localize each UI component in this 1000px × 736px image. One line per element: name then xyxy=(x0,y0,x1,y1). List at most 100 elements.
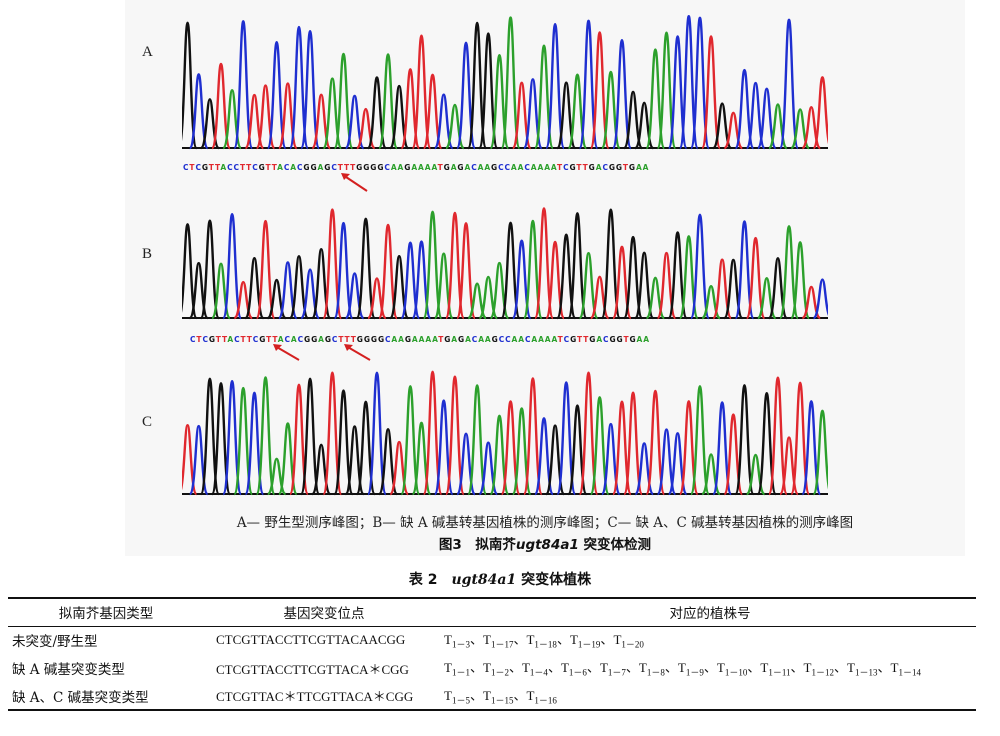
base-call: A xyxy=(424,163,432,172)
base-call: A xyxy=(550,163,558,172)
base-call: T xyxy=(239,163,247,172)
base-call: A xyxy=(517,163,525,172)
base-call: G xyxy=(404,335,412,344)
base-call: A xyxy=(290,335,298,344)
base-call: T xyxy=(577,335,584,344)
base-call: T xyxy=(622,163,629,172)
base-call: C xyxy=(331,335,339,344)
base-call: T xyxy=(437,163,444,172)
base-call: A xyxy=(518,335,525,344)
plant-ids-cell: T1－5、T1－15、T1－16 xyxy=(444,687,557,706)
base-call: G xyxy=(356,163,364,172)
base-call: C xyxy=(603,335,610,344)
base-call: C xyxy=(498,163,505,172)
base-call: G xyxy=(324,335,332,344)
base-call: A xyxy=(317,163,325,172)
base-call: C xyxy=(504,163,511,172)
base-call: G xyxy=(629,335,637,344)
base-call: A xyxy=(418,335,426,344)
base-call: A xyxy=(277,163,284,172)
base-call: A xyxy=(544,163,551,172)
base-call: C xyxy=(284,335,291,344)
base-call: A xyxy=(531,335,539,344)
plant-id: T1－11 xyxy=(760,660,791,678)
chromatogram-b xyxy=(182,207,828,320)
plant-id: T1－7 xyxy=(599,660,626,678)
base-call: T xyxy=(265,163,272,172)
base-call: T xyxy=(576,163,583,172)
base-call: G xyxy=(570,335,578,344)
base-call: G xyxy=(259,335,267,344)
base-call: A xyxy=(464,163,472,172)
base-call: G xyxy=(370,163,378,172)
base-call: T xyxy=(343,163,351,172)
base-call: T xyxy=(337,163,344,172)
base-call: T xyxy=(623,335,630,344)
mutation-site-cell: CTCGTTACCTTCGTTACAACGG xyxy=(216,632,406,648)
base-call: T xyxy=(189,163,196,172)
base-call: A xyxy=(510,163,518,172)
chromatogram-a xyxy=(182,15,828,150)
plant-id: T1－15 xyxy=(482,687,514,706)
panel-label-c: C xyxy=(142,414,153,430)
base-call: C xyxy=(297,335,305,344)
figure-legend: A— 野生型测序峰图；B— 缺 A 碱基转基因植株的测序峰图；C— 缺 A、C … xyxy=(236,515,854,531)
base-call-sequence-a: CTCGTTACCTTCGTTACACGGAGCTTTGGGGCAAGAAAAT… xyxy=(183,163,649,172)
plant-id: T1－10 xyxy=(716,660,748,678)
base-call: A xyxy=(538,335,545,344)
base-call: G xyxy=(303,163,311,172)
base-call: C xyxy=(190,335,197,344)
plant-id: T1－20 xyxy=(613,632,644,651)
base-call: T xyxy=(350,163,357,172)
plant-id: T1－16 xyxy=(526,687,557,706)
base-call: A xyxy=(391,335,399,344)
plant-id: T1－14 xyxy=(890,660,921,678)
base-call: T xyxy=(272,335,278,344)
base-call: G xyxy=(588,163,596,172)
base-call: C xyxy=(227,163,234,172)
base-call: T xyxy=(246,335,253,344)
base-call: G xyxy=(615,163,623,172)
base-call: C xyxy=(252,163,259,172)
base-call: G xyxy=(310,163,318,172)
base-call: G xyxy=(258,163,266,172)
base-call: C xyxy=(602,163,609,172)
base-call: C xyxy=(471,163,478,172)
base-call: T xyxy=(583,335,590,344)
base-call: G xyxy=(377,335,386,344)
base-call: A xyxy=(484,163,492,172)
base-call: A xyxy=(595,163,603,172)
base-call: A xyxy=(431,163,438,172)
gene-type-cell: 缺 A 碱基突变类型 xyxy=(12,662,125,678)
base-call: C xyxy=(233,163,240,172)
base-call-sequence-b: CTCGTTACTTCGTTACACGGAGCTTTGGGGCAAGAAAATG… xyxy=(190,335,650,344)
gene-type-cell: 未突变/野生型 xyxy=(12,634,98,651)
plant-id: T1－12 xyxy=(803,660,834,678)
plant-id: T1－5 xyxy=(444,687,470,706)
base-call: G xyxy=(311,335,319,344)
base-call: G xyxy=(201,163,209,172)
col-header-gene-type: 拟南芥基因类型 xyxy=(58,606,154,623)
table-row: 缺 A、C 碱基突变类型 CTCGTTAC＊TTCGTTACA＊CGG T1－5… xyxy=(8,682,976,710)
base-call: T xyxy=(214,163,221,172)
base-call: G xyxy=(363,163,371,172)
base-call: G xyxy=(628,163,636,172)
col-header-mutation-site: 基因突变位点 xyxy=(283,606,365,623)
base-call: G xyxy=(356,335,364,344)
plant-ids-cell: T1－3、T1－17、T1－18、T1－19、T1－20 xyxy=(444,632,644,651)
base-call: C xyxy=(524,335,532,344)
mutation-arrow-icon xyxy=(344,344,371,361)
plant-id: T1－3 xyxy=(444,632,470,651)
plant-id: T1－19 xyxy=(569,632,601,651)
table-header-row: 拟南芥基因类型 基因突变位点 对应的植株号 xyxy=(8,598,976,626)
base-call: G xyxy=(444,335,452,344)
base-call: G xyxy=(404,163,412,172)
base-call: A xyxy=(390,163,398,172)
base-call: A xyxy=(544,335,552,344)
base-call: C xyxy=(297,163,304,172)
base-call: C xyxy=(505,335,512,344)
base-call: T xyxy=(208,163,215,172)
figure-title: 图3 拟南芥ugt84a1 突变体检测 xyxy=(438,537,652,553)
base-call: T xyxy=(215,335,222,344)
base-call: A xyxy=(477,163,485,172)
